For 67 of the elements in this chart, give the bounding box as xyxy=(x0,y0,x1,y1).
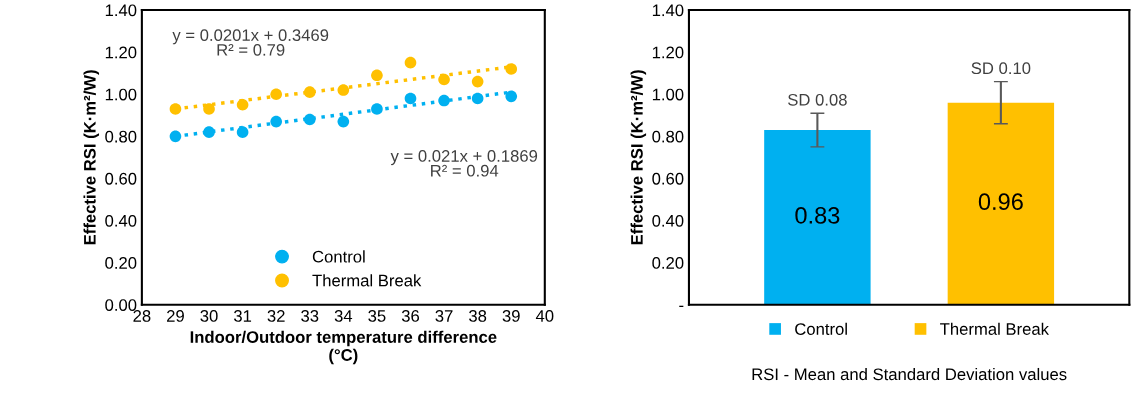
point xyxy=(505,90,518,103)
legend-label: Thermal Break xyxy=(312,274,422,287)
x-tick-label: 28 xyxy=(133,310,151,322)
annotation: SD 0.10 xyxy=(971,62,1031,75)
annotation: y = 0.0201x + 0.3469 xyxy=(172,29,329,45)
x-axis-title: Indoor/Outdoor temperature difference (°C) xyxy=(190,330,497,365)
x-tick-label: 40 xyxy=(535,310,554,322)
annotation: SD 0.08 xyxy=(788,93,847,106)
point xyxy=(438,94,450,107)
point xyxy=(471,92,484,105)
x-tick-label: 37 xyxy=(435,310,453,322)
point xyxy=(471,75,484,88)
y-tick-label: 0.20 xyxy=(652,257,684,269)
x-tick-label: 35 xyxy=(368,310,386,322)
y-tick-label: - xyxy=(679,305,684,308)
annotation: R² = 0.94 xyxy=(431,164,499,177)
y-tick-label: 0.40 xyxy=(652,214,684,227)
y-tick-label: 1.00 xyxy=(105,88,137,101)
point xyxy=(371,103,383,115)
point xyxy=(404,92,417,105)
point xyxy=(203,103,215,115)
point xyxy=(236,126,249,138)
data-label: 0.83 xyxy=(795,207,840,224)
annotation: y = 0.021x + 0.1869 xyxy=(390,150,538,166)
point xyxy=(371,69,383,82)
y-tick-label: 0.20 xyxy=(105,257,137,269)
x-tick-label: 29 xyxy=(167,310,184,322)
y-tick-label: 0.80 xyxy=(652,130,684,143)
point xyxy=(270,88,282,101)
y-axis-title: Effective RSI (K·m²/W) xyxy=(630,70,647,245)
point xyxy=(270,115,282,128)
legend-label: Control xyxy=(312,250,365,263)
point xyxy=(404,56,417,69)
point xyxy=(337,84,350,96)
point xyxy=(236,98,249,111)
point xyxy=(303,113,316,126)
y-tick-label: 1.20 xyxy=(105,46,137,59)
x-tick-label: 33 xyxy=(301,310,319,322)
y-axis-title: Effective RSI (K·m²/W) xyxy=(83,70,100,245)
x-tick-label: 31 xyxy=(233,310,252,322)
x-tick-label: 39 xyxy=(502,310,520,322)
legend-label: Thermal Break xyxy=(940,322,1049,335)
y-tick-label: 0.00 xyxy=(105,299,137,311)
x-tick-label: 32 xyxy=(267,310,285,322)
point xyxy=(203,126,215,138)
y-tick-label: 1.20 xyxy=(652,46,684,59)
annotation: R² = 0.79 xyxy=(217,43,285,56)
data-label: 0.96 xyxy=(978,193,1023,211)
y-tick-label: 1.40 xyxy=(652,4,684,17)
point xyxy=(337,115,350,128)
x-tick-label: 36 xyxy=(401,310,420,322)
y-tick-label: 1.00 xyxy=(652,88,684,101)
y-tick-label: 0.60 xyxy=(652,172,684,185)
point xyxy=(303,86,316,98)
point xyxy=(169,103,182,115)
x-tick-label: 38 xyxy=(469,310,487,322)
legend-label: Control xyxy=(795,322,847,335)
y-tick-label: 0.80 xyxy=(105,130,137,143)
x-axis-title: RSI - Mean and Standard Deviation values xyxy=(752,367,1067,381)
point xyxy=(505,63,518,75)
x-tick-label: 34 xyxy=(334,310,353,322)
y-tick-label: 0.60 xyxy=(105,172,137,185)
y-tick-label: 1.40 xyxy=(105,4,137,17)
x-tick-label: 30 xyxy=(200,310,218,322)
point xyxy=(438,73,450,86)
point xyxy=(169,130,182,143)
y-tick-label: 0.40 xyxy=(105,214,137,227)
